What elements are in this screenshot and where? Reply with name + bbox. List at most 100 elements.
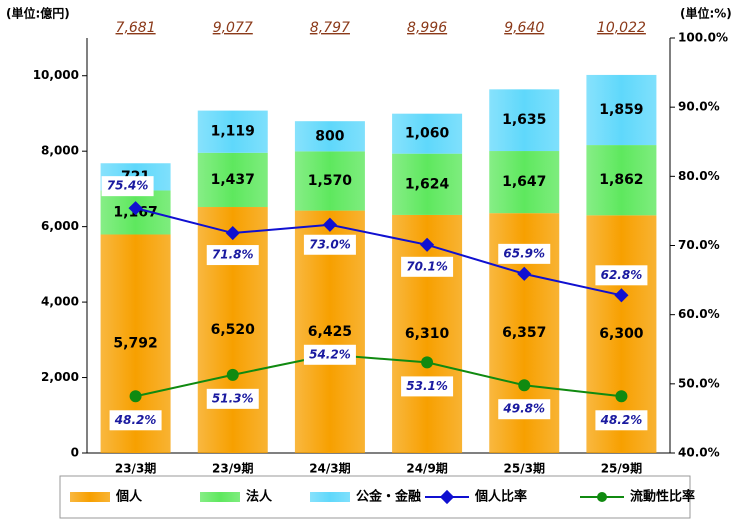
y2-tick-label: 90.0%: [678, 100, 720, 114]
line-value-label: 70.1%: [406, 259, 448, 273]
unit-label: (単位:億円): [6, 6, 70, 21]
line-value-label: 54.2%: [309, 347, 351, 361]
legend-marker: [439, 489, 455, 505]
bar-segment: [392, 113, 463, 154]
legend-label: 公金・金融: [356, 489, 421, 505]
total-label: 7,681: [116, 20, 156, 36]
line-value-label: 48.2%: [600, 413, 643, 427]
point: [614, 288, 629, 303]
bar-value-label: 6,310: [405, 326, 450, 342]
bar-segment: [294, 151, 365, 211]
line: [135, 207, 622, 297]
y2-tick-label: 100.0%: [678, 31, 728, 45]
line-value-label: 75.4%: [107, 179, 149, 193]
legend-box: [59, 475, 691, 519]
point: [517, 266, 532, 281]
y2-tick-label: 50.0%: [678, 376, 720, 390]
line-value-label: 65.9%: [503, 246, 545, 260]
line-value-label: 71.8%: [212, 248, 254, 262]
y-tick-label: 10,000: [33, 68, 79, 82]
bar-segment: [197, 110, 268, 153]
label-box: [101, 176, 154, 197]
label-box: [303, 234, 356, 255]
legend-label: 個人: [115, 489, 143, 505]
bar-segment: [489, 89, 560, 152]
point: [518, 379, 531, 392]
bar-value-label: 1,624: [405, 176, 450, 192]
label-box: [303, 344, 356, 365]
x-tick-label: 24/3期: [309, 461, 350, 476]
point: [128, 201, 143, 216]
bar-value-label: 1,570: [308, 173, 353, 189]
line-value-label: 48.2%: [114, 413, 157, 427]
point: [421, 356, 434, 369]
line-value-label: 49.8%: [502, 402, 545, 416]
label-box: [401, 376, 454, 397]
point: [420, 237, 435, 252]
bar-value-label: 1,647: [502, 174, 546, 190]
bar-segment: [489, 151, 560, 214]
bar-value-label: 6,300: [599, 326, 644, 342]
bar-value-label: 1,060: [405, 126, 450, 142]
x-tick-label: 25/9期: [601, 461, 642, 476]
total-label: 9,077: [213, 20, 253, 36]
x-tick-label: 25/3期: [504, 461, 545, 476]
unit-label-y2: (単位:%): [680, 6, 732, 21]
label-box: [595, 410, 648, 431]
bar-value-label: 800: [315, 128, 344, 144]
legend-label: 法人: [246, 489, 273, 505]
bar-value-label: 5,792: [113, 336, 157, 352]
bar-value-label: 6,520: [211, 322, 256, 338]
y-tick-label: 0: [71, 446, 79, 460]
y2-tick-label: 40.0%: [678, 446, 720, 460]
x-tick-label: 23/9期: [212, 461, 253, 476]
y2-tick-label: 70.0%: [678, 238, 720, 252]
point: [225, 225, 240, 241]
label-box: [206, 245, 259, 266]
legend-swatch: [70, 492, 110, 502]
y-tick-label: 8,000: [41, 144, 79, 158]
line: [135, 353, 622, 398]
y2-tick-label: 80.0%: [678, 169, 720, 183]
x-tick-label: 24/9期: [406, 461, 447, 476]
y-tick-label: 4,000: [41, 295, 79, 309]
bar-value-label: 6,357: [502, 325, 546, 341]
label-box: [109, 410, 162, 431]
y-tick-label: 2,000: [41, 370, 79, 384]
label-box: [595, 265, 648, 286]
bar-value-label: 6,425: [308, 324, 352, 340]
point: [226, 368, 239, 381]
line-value-label: 62.8%: [601, 268, 643, 282]
bar-segment: [586, 145, 657, 216]
point: [615, 390, 628, 403]
total-label: 10,022: [597, 20, 646, 36]
bar-segment: [294, 121, 365, 152]
total-label: 8,996: [407, 20, 447, 36]
point: [322, 217, 337, 232]
bar-segment: [392, 214, 463, 453]
bar-value-label: 1,635: [502, 112, 546, 128]
bar-segment: [197, 152, 268, 208]
label-box: [401, 256, 454, 277]
line-value-label: 73.0%: [309, 237, 351, 251]
bar-value-label: 1,437: [211, 172, 255, 188]
total-label: 8,797: [310, 20, 350, 36]
x-tick-label: 23/3期: [115, 461, 156, 476]
bar-segment: [586, 74, 657, 146]
legend-swatch: [310, 492, 350, 502]
line-value-label: 51.3%: [212, 391, 254, 405]
label-box: [206, 388, 259, 409]
label-box: [498, 399, 551, 420]
line-value-label: 53.1%: [406, 379, 448, 393]
bar-segment: [392, 153, 463, 215]
y2-tick-label: 60.0%: [678, 307, 720, 321]
label-box: [498, 243, 551, 264]
bar-value-label: 1,859: [599, 102, 643, 118]
total-label: 9,640: [504, 20, 544, 36]
legend-swatch: [200, 492, 240, 502]
legend-label: 個人比率: [474, 489, 527, 505]
bar-value-label: 1,119: [211, 124, 255, 140]
legend-marker: [597, 492, 607, 502]
legend-label: 流動性比率: [630, 489, 695, 505]
